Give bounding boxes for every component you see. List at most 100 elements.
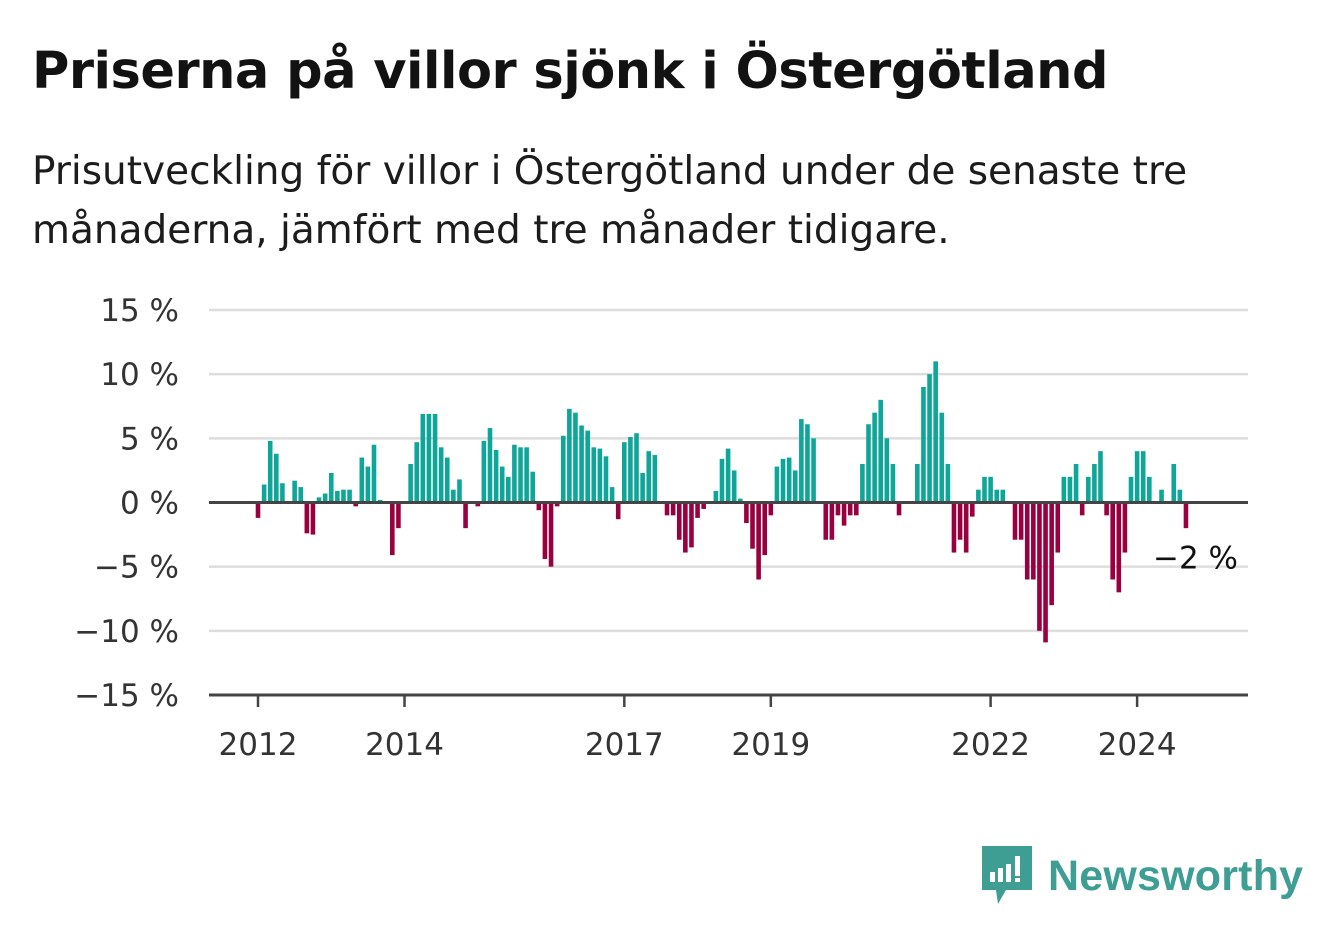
bar: [432, 413, 438, 503]
bar: [1031, 502, 1036, 580]
bar: [414, 442, 420, 503]
bar: [597, 448, 603, 503]
y-tick-label: −5 %: [94, 550, 179, 586]
bar: [1061, 476, 1067, 503]
newsworthy-logo-icon: [982, 846, 1032, 904]
bar: [780, 458, 786, 503]
bars: [255, 361, 1189, 643]
bar: [1085, 476, 1091, 503]
bar: [457, 479, 462, 503]
bar: [1012, 502, 1018, 540]
bar: [365, 466, 371, 503]
y-tick-label: −10 %: [74, 614, 179, 650]
bar: [267, 440, 273, 503]
x-tick-label: 2017: [585, 727, 664, 763]
bar: [487, 428, 493, 503]
bar: [463, 502, 468, 529]
bar: [530, 471, 536, 503]
bar: [316, 497, 322, 503]
bar: [335, 490, 340, 503]
x-tick-label: 2024: [1098, 727, 1177, 763]
bar: [866, 424, 871, 503]
brand-name: Newsworthy: [1048, 851, 1304, 900]
bar: [341, 489, 346, 503]
bar: [695, 502, 700, 518]
bar: [255, 502, 261, 518]
bar: [1092, 464, 1097, 503]
bar: [683, 502, 688, 553]
bar: [762, 502, 768, 556]
y-tick-label: 10 %: [100, 357, 179, 393]
bar: [591, 447, 597, 503]
bar: [988, 476, 993, 503]
bar: [963, 502, 969, 553]
bar: [652, 455, 658, 503]
bar: [542, 502, 548, 559]
bar: [475, 502, 481, 507]
bar: [1049, 502, 1054, 606]
bar: [799, 419, 804, 503]
bar: [1171, 464, 1177, 503]
bar: [921, 387, 926, 503]
bar: [499, 466, 505, 503]
y-tick-label: 15 %: [100, 293, 179, 329]
bar: [603, 456, 609, 503]
bar: [945, 464, 951, 503]
bar: [298, 487, 304, 503]
bar: [853, 502, 859, 516]
bar: [261, 484, 267, 503]
bar: [1159, 489, 1164, 503]
bar: [792, 470, 798, 503]
bar: [847, 502, 853, 516]
bar: [567, 408, 572, 503]
bar: [927, 374, 932, 503]
bar: [976, 489, 981, 503]
bar: [493, 449, 499, 503]
gridlines: [209, 308, 1248, 633]
bar: [322, 493, 328, 503]
chart-subtitle: Prisutveckling för villor i Östergötland…: [32, 149, 1188, 253]
bar: [536, 502, 542, 511]
y-tick-label: −15 %: [74, 678, 179, 714]
x-tick-label: 2012: [219, 727, 298, 763]
bar: [719, 458, 725, 503]
bar: [957, 502, 963, 540]
bar: [890, 464, 896, 503]
bar: [689, 502, 694, 548]
bar: [328, 472, 334, 503]
bar: [860, 464, 865, 503]
bar: [725, 448, 731, 503]
bar: [933, 361, 938, 503]
bar: [744, 502, 749, 524]
brand-logo: Newsworthy: [982, 846, 1303, 906]
bar: [1134, 451, 1140, 503]
bar: [670, 502, 676, 516]
bar: [872, 412, 877, 503]
bar: [1024, 502, 1030, 580]
x-tick-label: 2022: [951, 727, 1030, 763]
bar: [426, 413, 432, 503]
bar: [1110, 502, 1115, 580]
bar: [1177, 489, 1183, 503]
bar: [1122, 502, 1128, 553]
last-value-label: −2 %: [1153, 541, 1238, 577]
bar: [829, 502, 835, 540]
bar: [609, 487, 615, 503]
bar: [444, 457, 450, 503]
bar: [1043, 502, 1048, 643]
bar: [774, 466, 780, 503]
bar: [1067, 476, 1073, 503]
bar: [1116, 502, 1122, 593]
bar: [951, 502, 957, 553]
bar: [896, 502, 902, 516]
bar: [396, 502, 401, 529]
bar: [939, 412, 945, 503]
bar: [835, 502, 841, 516]
bar: [1037, 502, 1042, 631]
bar: [664, 502, 670, 516]
y-tick-label: 5 %: [120, 421, 179, 457]
bar: [274, 453, 279, 503]
bar: [554, 502, 560, 507]
bar: [738, 498, 743, 503]
